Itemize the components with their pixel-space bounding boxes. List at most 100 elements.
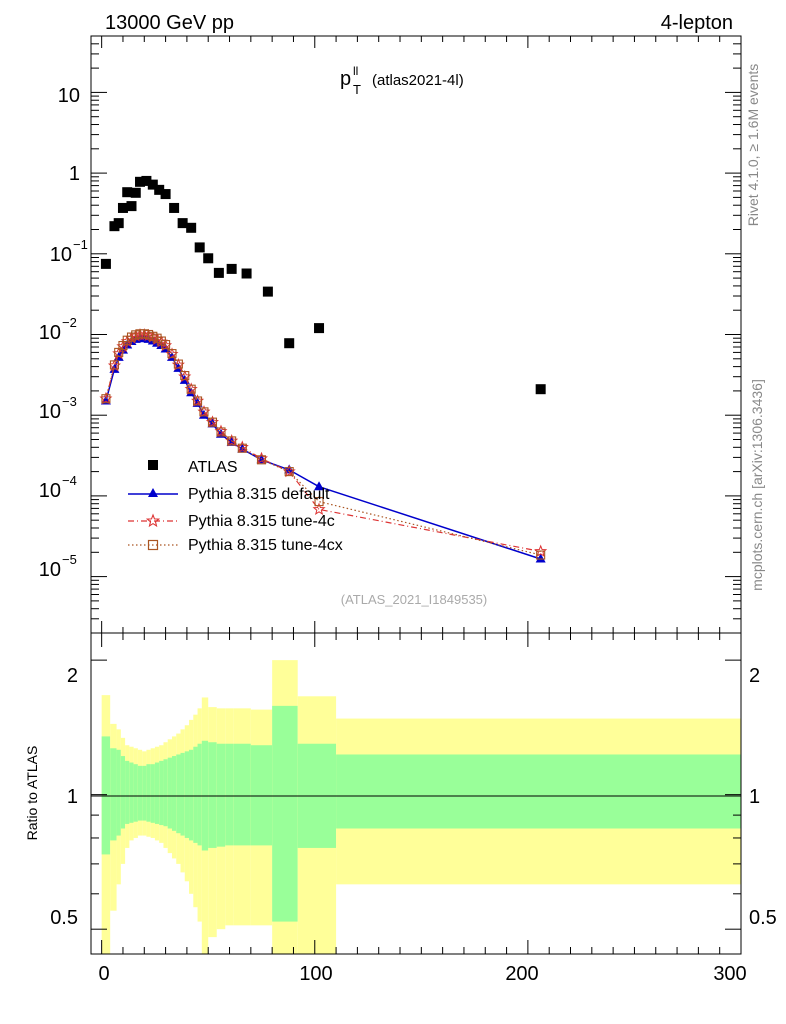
stat-uncertainty-band xyxy=(120,756,126,829)
data-point-tune4cx xyxy=(536,550,546,560)
plot-title-symbol: p xyxy=(340,68,351,90)
data-point-atlas xyxy=(141,175,152,186)
stat-uncertainty-band xyxy=(208,742,217,848)
stat-uncertainty-band xyxy=(129,762,134,823)
data-point-default xyxy=(314,481,325,491)
y-tick-exponent: −1 xyxy=(73,237,88,252)
stat-uncertainty-band xyxy=(225,743,234,846)
stat-uncertainty-band xyxy=(180,752,185,836)
data-point-atlas xyxy=(130,187,141,198)
x-tick-labels: 0 100 200 300 xyxy=(98,963,746,985)
y-tick-label: 10 xyxy=(39,480,61,502)
ratio-plot-frame xyxy=(90,632,742,955)
ratio-y-tick-label-left: 2 xyxy=(67,665,78,687)
stat-uncertainty-band xyxy=(142,765,147,821)
ratio-y-tick-label-left: 1 xyxy=(67,786,78,808)
y-tick-label: 10 xyxy=(39,401,61,423)
y-tick-label: 1 xyxy=(69,163,80,185)
plot-title-subscript: T xyxy=(353,82,361,97)
ratio-axis-ticks xyxy=(91,633,742,954)
main-panel: p ll T (atlas2021-4l) (ATLAS_2021_I18495… xyxy=(39,35,742,634)
rivet-version-label: Rivet 4.1.0, ≥ 1.6M events xyxy=(745,64,761,227)
header-energy-label: 13000 GeV pp xyxy=(105,12,234,34)
data-point-atlas xyxy=(262,286,273,297)
data-point-tune4cx xyxy=(186,384,196,394)
data-point-tune4cx xyxy=(199,407,209,417)
data-point-atlas xyxy=(100,258,111,269)
data-point-tune4cx xyxy=(193,396,203,406)
data-point-tune4cx xyxy=(256,455,267,465)
x-tick-label: 200 xyxy=(505,963,538,985)
header-process-label: 4-lepton xyxy=(661,12,733,34)
data-point-default xyxy=(284,464,295,474)
legend-marker-atlas xyxy=(148,460,158,470)
data-point-tune4cx xyxy=(216,427,226,437)
legend-marker-tune4cx xyxy=(147,539,159,551)
data-point-atlas xyxy=(535,384,546,395)
stat-uncertainty-band xyxy=(133,764,138,822)
data-point-atlas xyxy=(241,268,252,279)
data-point-tune4cx xyxy=(109,360,119,370)
data-point-default xyxy=(535,553,546,563)
stat-uncertainty-band xyxy=(154,762,160,824)
main-y-tick-labels: 10 1 10 −1 10 −2 10 −3 10 −4 10 −5 xyxy=(39,85,88,581)
ratio-panel: Ratio to ATLAS 2 1 0.5 2 1 0.5 0 100 200… xyxy=(24,632,777,985)
x-tick-label: 0 xyxy=(98,963,109,985)
y-tick-label: 10 xyxy=(58,85,80,107)
x-tick-label: 100 xyxy=(299,963,332,985)
data-point-tune4c xyxy=(534,544,548,558)
stat-uncertainty-band xyxy=(167,757,172,829)
data-point-atlas xyxy=(126,201,137,212)
data-point-atlas xyxy=(113,218,124,229)
legend-marker-default xyxy=(148,488,158,497)
data-point-atlas xyxy=(147,179,158,190)
x-tick-label: 300 xyxy=(713,963,746,985)
data-point-atlas xyxy=(194,242,205,253)
stat-uncertainty-band xyxy=(197,743,202,846)
data-point-atlas xyxy=(314,323,325,334)
stat-uncertainty-band xyxy=(233,743,251,846)
data-point-atlas xyxy=(160,189,171,200)
ratio-y-tick-labels: 2 1 0.5 2 1 0.5 xyxy=(50,665,777,929)
stat-uncertainty-band xyxy=(101,736,111,855)
plot-title: p ll T (atlas2021-4l) xyxy=(340,64,464,97)
data-point-atlas xyxy=(122,187,133,198)
data-point-tune4cx xyxy=(101,394,111,404)
data-point-atlas xyxy=(135,176,146,187)
stat-uncertainty-band xyxy=(163,759,168,827)
y-tick-exponent: −3 xyxy=(62,394,77,409)
legend: ATLAS Pythia 8.315 default Pythia 8.315 … xyxy=(128,459,343,554)
data-point-atlas xyxy=(203,253,214,264)
stat-uncertainty-band xyxy=(189,749,194,841)
legend-label-tune4c: Pythia 8.315 tune-4c xyxy=(188,513,335,530)
stat-uncertainty-band xyxy=(146,764,151,822)
y-tick-label: 10 xyxy=(39,322,61,344)
data-point-tune4cx xyxy=(161,340,171,350)
mcplots-credit-label: mcplots.cern.ch [arXiv:1306.3436] xyxy=(749,379,765,591)
stat-uncertainty-band xyxy=(171,756,177,831)
data-point-tune4cx xyxy=(314,497,324,507)
stat-uncertainty-band xyxy=(110,748,117,841)
stat-uncertainty-band xyxy=(176,754,181,834)
stat-uncertainty-band xyxy=(216,743,226,847)
plot-title-superscript: ll xyxy=(353,64,358,78)
data-point-atlas xyxy=(117,202,128,213)
stat-uncertainty-band xyxy=(272,705,298,922)
data-point-tune4cx xyxy=(227,436,237,446)
data-point-tune4cx xyxy=(173,359,183,369)
stat-uncertainty-band xyxy=(250,745,273,846)
ratio-y-tick-label-left: 0.5 xyxy=(50,907,78,929)
ratio-y-axis-label: Ratio to ATLAS xyxy=(24,746,40,841)
ratio-uncertainty-bands xyxy=(101,660,741,954)
data-point-tune4c xyxy=(312,502,326,516)
plot-title-suffix: (atlas2021-4l) xyxy=(372,72,464,89)
stat-uncertainty-band xyxy=(184,751,190,838)
y-tick-exponent: −4 xyxy=(62,473,77,488)
legend-label-atlas: ATLAS xyxy=(188,459,238,476)
data-point-tune4cx xyxy=(180,370,190,381)
stat-uncertainty-band xyxy=(159,760,164,826)
main-series-layer xyxy=(99,175,548,563)
data-point-atlas xyxy=(213,267,224,278)
y-tick-exponent: −2 xyxy=(62,315,77,330)
